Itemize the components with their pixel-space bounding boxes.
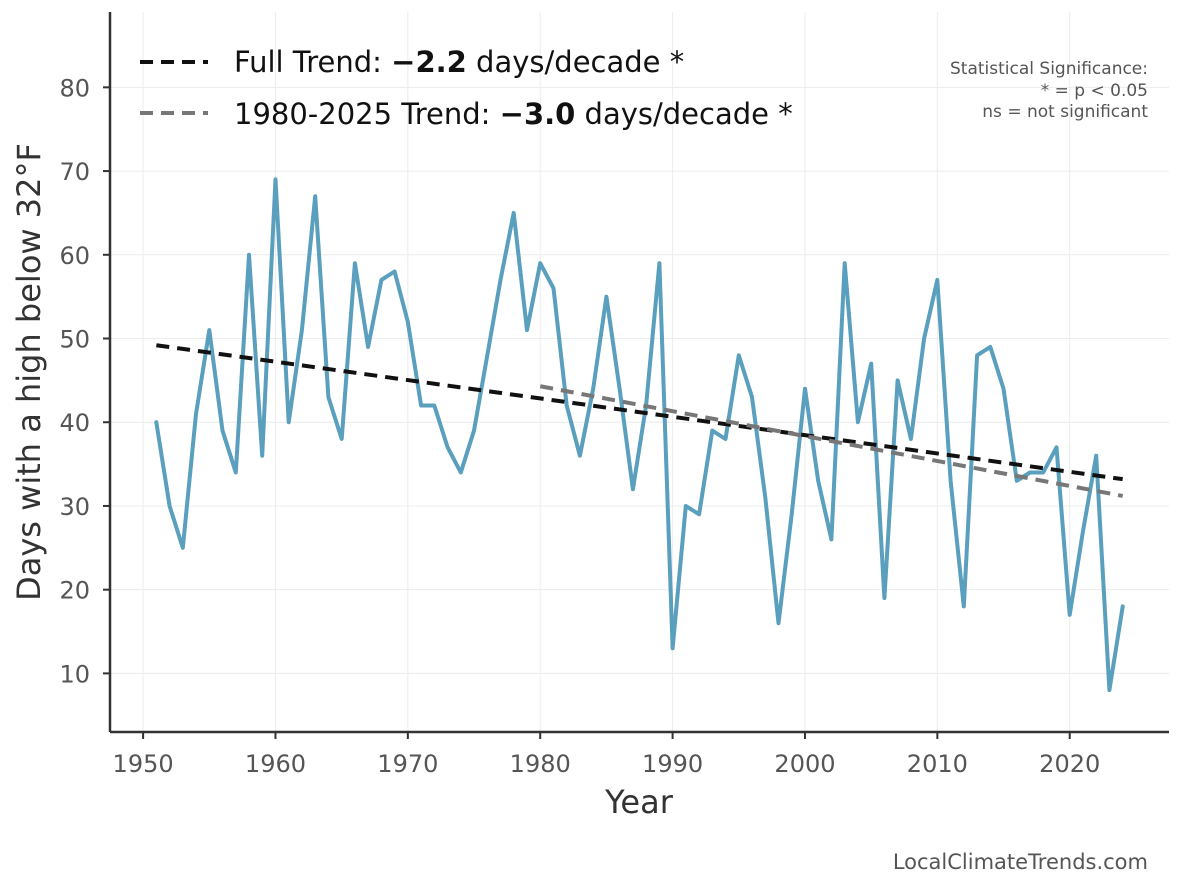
legend-suffix-full: days/decade * [467, 45, 684, 79]
significance-line-2: ns = not significant [982, 102, 1148, 122]
x-axis-title: Year [604, 783, 674, 821]
y-tick-label-10: 10 [59, 660, 90, 688]
axes [108, 12, 1169, 734]
legend-prefix-full: Full Trend: [234, 45, 391, 79]
legend-suffix-recent: days/decade * [575, 97, 792, 131]
legend-prefix-recent: 1980-2025 Trend: [234, 97, 500, 131]
x-ticks: 1950 1960 1970 1980 1990 2000 2010 2020 [113, 732, 1100, 778]
series-layer [154, 177, 1125, 693]
y-tick-label-40: 40 [59, 409, 90, 437]
significance-note: Statistical Significance: * = p < 0.05 n… [950, 59, 1148, 122]
credit-text: LocalClimateTrends.com [893, 850, 1148, 874]
trend-line-0 [156, 343, 1123, 482]
y-ticks: 10 20 30 40 50 60 70 80 [59, 74, 110, 688]
series-line-0 [154, 177, 1125, 693]
x-tick-label-2010: 2010 [907, 750, 968, 778]
y-tick-label-70: 70 [59, 158, 90, 186]
x-tick-label-2000: 2000 [774, 750, 835, 778]
y-tick-label-30: 30 [59, 493, 90, 521]
grid-lines [110, 12, 1169, 732]
x-tick-label-1960: 1960 [245, 750, 306, 778]
x-tick-label-2020: 2020 [1039, 750, 1100, 778]
y-tick-label-60: 60 [59, 242, 90, 270]
x-tick-label-1990: 1990 [642, 750, 703, 778]
x-tick-label-1950: 1950 [113, 750, 174, 778]
legend: Full Trend: −2.2 days/decade * 1980-2025… [140, 45, 793, 131]
legend-value-recent: −3.0 [500, 97, 576, 131]
trend-line-1 [539, 384, 1124, 498]
x-tick-label-1970: 1970 [377, 750, 438, 778]
x-tick-label-1980: 1980 [510, 750, 571, 778]
trend-lines [156, 343, 1124, 498]
significance-line-1: * = p < 0.05 [1041, 81, 1148, 101]
y-tick-label-80: 80 [59, 74, 90, 102]
y-axis-title: Days with a high below 32°F [10, 143, 48, 601]
legend-value-full: −2.2 [391, 45, 467, 79]
legend-label-full-trend: Full Trend: −2.2 days/decade * [234, 45, 684, 79]
legend-label-recent-trend: 1980-2025 Trend: −3.0 days/decade * [234, 97, 793, 131]
y-tick-label-20: 20 [59, 577, 90, 605]
y-tick-label-50: 50 [59, 326, 90, 354]
significance-title: Statistical Significance: [950, 59, 1148, 79]
